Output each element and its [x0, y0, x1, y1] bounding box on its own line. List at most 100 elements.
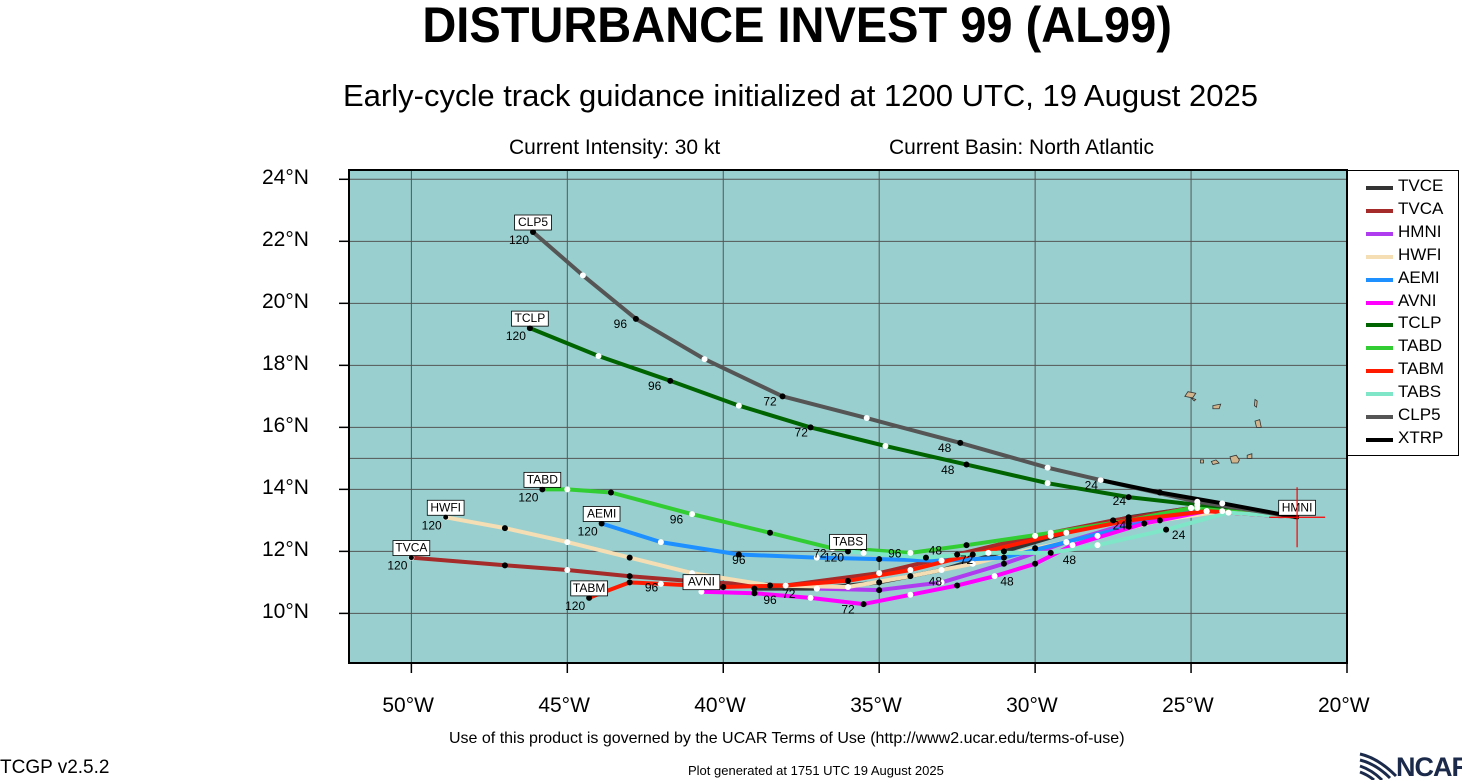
- track-point: [860, 601, 867, 608]
- legend-item-tvca: TVCA: [1348, 199, 1460, 220]
- track-name-label: HWFI: [430, 500, 461, 514]
- track-point: [667, 377, 674, 384]
- island-shape: [1212, 403, 1222, 410]
- track-name-box: [829, 533, 867, 550]
- track-point: [779, 393, 786, 400]
- island-shape: [1190, 397, 1197, 402]
- lat-tick-label: 18°N: [262, 352, 309, 376]
- ncar-logo: NCAR: [1358, 748, 1462, 782]
- track-point: [701, 356, 708, 363]
- forecast-hour-label: 120: [824, 550, 844, 564]
- track-point: [632, 315, 639, 322]
- track-point: [963, 461, 970, 468]
- track-end-point: [586, 595, 592, 601]
- forecast-hour-label: 120: [578, 524, 598, 538]
- track-point: [1097, 477, 1104, 484]
- track-xtrp: [1098, 478, 1300, 520]
- track-point: [657, 539, 664, 546]
- track-point: [907, 573, 914, 580]
- legend-item-tabd: TABD: [1348, 336, 1460, 357]
- track-point: [1047, 532, 1054, 539]
- forecast-hour-label: 72: [782, 587, 796, 601]
- track-end-point: [539, 486, 545, 492]
- track-point: [501, 562, 508, 569]
- forecast-hour-label: 24: [1085, 478, 1099, 492]
- forecast-hour-label: 120: [506, 329, 526, 343]
- legend-label: XTRP: [1398, 427, 1444, 447]
- lon-tick-label: 40°W: [694, 694, 746, 717]
- forecast-hour-label: 120: [387, 559, 407, 573]
- track-point: [1063, 539, 1070, 546]
- track-point: [1032, 532, 1039, 539]
- legend-label: TABM: [1398, 359, 1444, 379]
- track-point: [1125, 494, 1132, 501]
- track-end-point: [408, 555, 414, 561]
- track-point: [985, 549, 992, 556]
- chart-title: DISTURBANCE INVEST 99 (AL99): [422, 0, 1172, 53]
- forecast-hour-label: 96: [645, 581, 659, 595]
- forecast-hour-label: 48: [1063, 553, 1077, 567]
- track-point: [907, 591, 914, 598]
- legend-item-tvce: TVCE: [1348, 176, 1460, 197]
- legend-swatch: [1366, 186, 1393, 190]
- legend-swatch: [1366, 415, 1393, 419]
- lat-tick-label: 22°N: [262, 228, 309, 252]
- version-label: TCGP v2.5.2: [0, 757, 110, 778]
- track-point: [807, 594, 814, 601]
- track-point: [876, 587, 883, 594]
- lat-tick-label: 12°N: [262, 538, 309, 562]
- track-point: [963, 542, 970, 549]
- track-point: [751, 585, 758, 592]
- track-point: [735, 402, 742, 409]
- track-name-label: CLP5: [518, 215, 548, 229]
- island-shape: [1210, 459, 1220, 466]
- track-point: [1032, 560, 1039, 567]
- track-point: [1125, 523, 1132, 530]
- island-shape: [1200, 459, 1204, 464]
- track-point: [1069, 542, 1076, 549]
- legend-swatch: [1366, 392, 1393, 397]
- forecast-hour-label: 48: [1000, 574, 1014, 588]
- track-name-label: TVCA: [395, 541, 427, 555]
- current-basin: Current Basin: North Atlantic: [889, 136, 1154, 159]
- legend-item-tabm: TABM: [1348, 359, 1460, 380]
- island-shape: [1184, 391, 1197, 399]
- track-name-label: AEMI: [587, 506, 616, 520]
- track-point: [1219, 500, 1226, 507]
- track-point: [863, 415, 870, 422]
- legend-swatch: [1366, 277, 1393, 282]
- forecast-hour-label: 72: [763, 395, 777, 409]
- forecast-hour-label: 120: [509, 233, 529, 247]
- ncar-logo-icon: [1359, 752, 1398, 780]
- track-end-point: [527, 325, 533, 331]
- lat-tick-label: 10°N: [262, 600, 309, 624]
- generated-timestamp: Plot generated at 1751 UTC 19 August 202…: [688, 763, 944, 778]
- legend-swatch: [1366, 437, 1393, 442]
- forecast-hour-label: 96: [888, 547, 902, 561]
- track-point: [922, 554, 929, 561]
- track-point: [1000, 554, 1007, 561]
- forecast-hour-label: 24: [1113, 494, 1127, 508]
- track-point: [564, 539, 571, 546]
- track-point: [882, 442, 889, 449]
- forecast-hour-label: 48: [938, 441, 952, 455]
- track-point: [991, 573, 998, 580]
- forecast-hour-label: 96: [614, 317, 628, 331]
- legend-item-xtrp: XTRP: [1348, 427, 1460, 449]
- forecast-hour-label: 72: [960, 553, 974, 567]
- track-point: [1110, 517, 1117, 524]
- legend-label: HMNI: [1398, 221, 1442, 241]
- legend-swatch: [1366, 369, 1393, 374]
- forecast-hour-label: 120: [518, 490, 538, 504]
- forecast-hour-label: 48: [929, 543, 943, 557]
- track-point: [657, 580, 664, 587]
- track-avni: [699, 509, 1300, 607]
- track-name-label: TABM: [573, 581, 605, 595]
- track-point: [501, 525, 508, 532]
- lon-tick-label: 35°W: [850, 694, 902, 717]
- track-point: [1141, 520, 1148, 527]
- track-point: [876, 570, 883, 577]
- forecast-hour-label: 96: [670, 512, 684, 526]
- track-name-label: TCLP: [515, 311, 546, 325]
- forecast-hour-label: 72: [841, 602, 855, 616]
